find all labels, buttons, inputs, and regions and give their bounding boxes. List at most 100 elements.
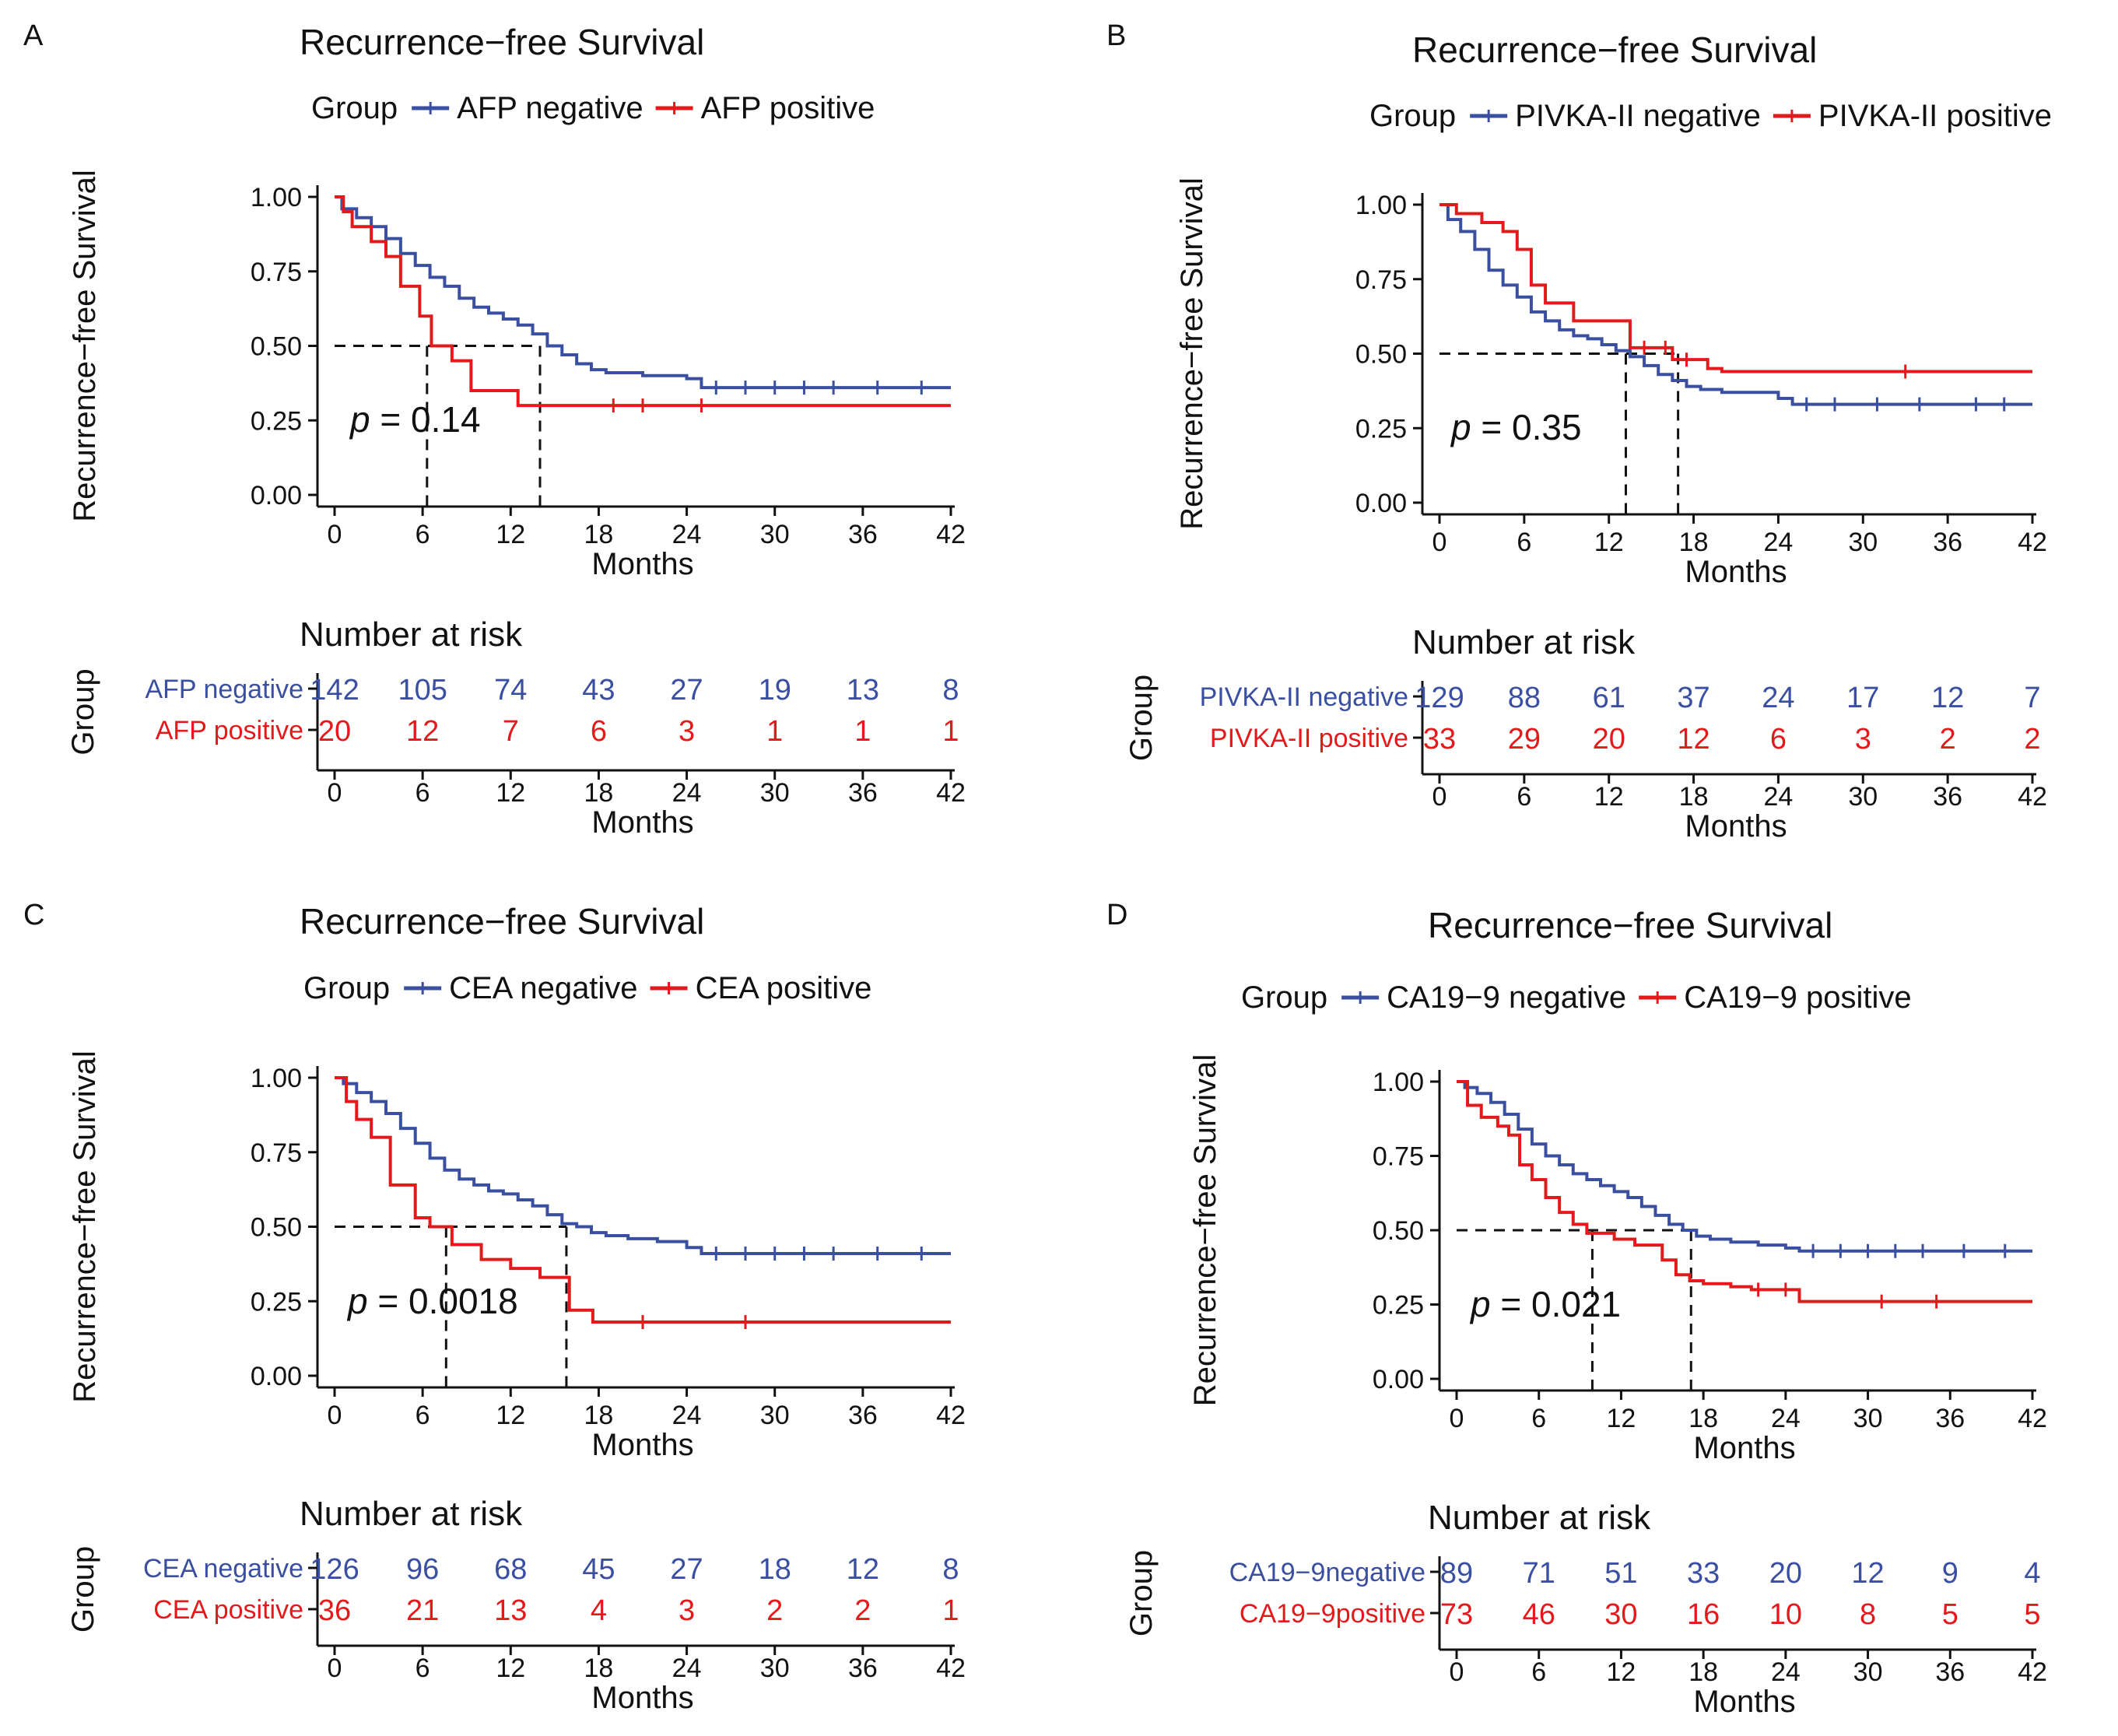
risk-count: 4 [2024, 1557, 2040, 1590]
x-tick-label: 36 [848, 1401, 878, 1430]
x-tick-label: 42 [2018, 1404, 2047, 1433]
risk-y-axis-title: Group [66, 668, 100, 755]
risk-count: 7 [2024, 682, 2040, 714]
risk-count: 1 [942, 1594, 959, 1627]
chart-title: Recurrence−free Survival [1412, 30, 1817, 70]
p-value: p = 0.35 [1450, 407, 1582, 447]
risk-row-label: CEA positive [153, 1595, 303, 1625]
risk-row-label: AFP negative [145, 675, 303, 704]
risk-x-tick-label: 24 [1764, 782, 1794, 812]
risk-x-tick-label: 0 [328, 1654, 342, 1683]
survival-curve-negative [1457, 1080, 2032, 1253]
legend-entry-negative: CA19−9 negative [1387, 980, 1626, 1015]
x-tick-label: 0 [328, 1401, 342, 1430]
risk-count: 105 [398, 674, 447, 707]
legend-entry-positive: CEA positive [696, 971, 872, 1005]
x-tick-label: 30 [1853, 1404, 1883, 1433]
panel-a: A Recurrence−free Survival Group AFP negati… [23, 19, 966, 840]
risk-count: 3 [1855, 723, 1871, 756]
y-tick-label: 0.50 [251, 1213, 302, 1243]
risk-x-axis-title: Months [1685, 809, 1787, 843]
y-tick-label: 0.00 [251, 1362, 302, 1391]
y-tick-label: 1.00 [251, 1064, 302, 1093]
x-tick-label: 24 [1764, 528, 1794, 557]
legend-entry-positive: AFP positive [701, 91, 875, 125]
x-tick-label: 36 [1933, 528, 1962, 557]
legend-entry-negative: AFP negative [457, 91, 643, 125]
panel-letter: B [1106, 19, 1126, 52]
axes: 0.00 0.25 0.50 0.75 1.00 0 6 12 18 24 30 36 42 Months… [68, 170, 966, 581]
p-value-symbol: p [1469, 1284, 1491, 1324]
risk-count: 16 [1687, 1598, 1720, 1631]
chart-title: Recurrence−free Survival [300, 901, 704, 942]
risk-count: 46 [1523, 1598, 1555, 1631]
x-tick-label: 24 [672, 520, 702, 549]
x-tick-label: 30 [1848, 528, 1878, 557]
y-tick-label: 0.75 [1373, 1142, 1424, 1172]
legend-title: Group [303, 971, 390, 1005]
risk-x-tick-label: 12 [496, 778, 525, 808]
legend-entry-negative: PIVKA-II negative [1515, 99, 1761, 133]
y-tick-label: 0.75 [251, 258, 302, 287]
risk-x-tick-label: 30 [1853, 1657, 1883, 1687]
risk-x-tick-label: 42 [2018, 782, 2047, 812]
risk-row-label: PIVKA-II positive [1210, 724, 1408, 753]
x-tick-label: 18 [1688, 1404, 1718, 1433]
legend-entry-positive: CA19−9 positive [1684, 980, 1911, 1015]
risk-count: 12 [1931, 682, 1964, 714]
risk-count: 5 [2024, 1598, 2040, 1631]
risk-x-tick-label: 36 [848, 778, 878, 808]
x-tick-label: 36 [848, 520, 878, 549]
y-tick-label: 0.25 [251, 1287, 302, 1317]
p-value-symbol: p [346, 1281, 368, 1321]
risk-count: 71 [1523, 1557, 1555, 1590]
risk-x-tick-label: 30 [760, 778, 790, 808]
x-axis-title: Months [1685, 555, 1787, 589]
risk-count: 8 [942, 674, 959, 707]
risk-y-axis-title: Group [1124, 675, 1159, 761]
x-tick-label: 12 [1607, 1404, 1636, 1433]
risk-count: 12 [847, 1553, 879, 1586]
survival-curve-positive [1457, 1080, 2032, 1303]
risk-x-tick-label: 12 [496, 1654, 525, 1683]
y-tick-label: 0.25 [1355, 414, 1407, 444]
risk-count: 3 [679, 1594, 695, 1627]
risk-y-axis-title: Group [66, 1546, 100, 1633]
risk-x-tick-label: 24 [1771, 1657, 1801, 1687]
x-axis-title: Months [591, 1428, 693, 1462]
p-value-symbol: p [1450, 407, 1471, 447]
legend-title: Group [311, 91, 398, 125]
risk-x-tick-label: 30 [760, 1654, 790, 1683]
risk-count: 20 [1593, 723, 1625, 756]
risk-count: 33 [1687, 1557, 1720, 1590]
risk-count: 12 [1677, 723, 1709, 756]
risk-count: 7 [503, 715, 519, 748]
risk-table-title: Number at risk [300, 1495, 523, 1533]
risk-count: 4 [591, 1594, 607, 1627]
risk-count: 142 [310, 674, 359, 707]
risk-count: 129 [1415, 682, 1464, 714]
risk-count: 6 [591, 715, 607, 748]
risk-count: 21 [406, 1594, 439, 1627]
y-axis-title: Recurrence−free Survival [1188, 1054, 1222, 1406]
risk-count: 27 [670, 1553, 703, 1586]
risk-row-label: CA19−9positive [1240, 1599, 1425, 1629]
risk-x-tick-label: 0 [1450, 1657, 1464, 1687]
risk-x-tick-label: 6 [416, 1654, 430, 1683]
x-tick-label: 36 [1935, 1404, 1965, 1433]
risk-x-axis-title: Months [1693, 1685, 1795, 1719]
p-value-text: = 0.35 [1471, 407, 1582, 447]
risk-count: 6 [1770, 723, 1787, 756]
risk-row-label: CA19−9negative [1229, 1558, 1425, 1587]
risk-count: 43 [582, 674, 615, 707]
risk-count: 12 [1851, 1557, 1884, 1590]
y-axis-title: Recurrence−free Survival [68, 170, 102, 521]
x-tick-label: 30 [760, 1401, 790, 1430]
risk-table-title: Number at risk [1412, 623, 1636, 661]
y-tick-label: 0.75 [1355, 265, 1407, 295]
risk-x-tick-label: 18 [584, 778, 614, 808]
x-tick-label: 12 [496, 1401, 525, 1430]
